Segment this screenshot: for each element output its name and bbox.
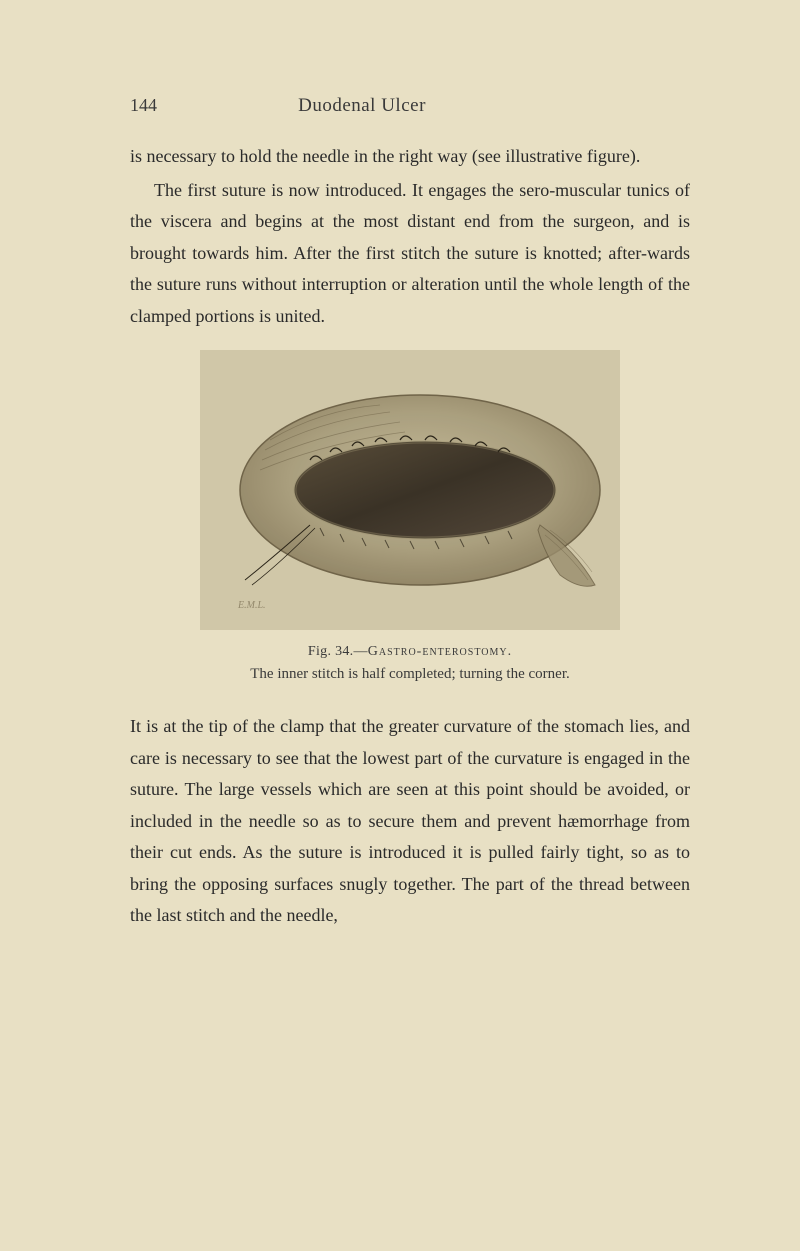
figure-container: E.M.L. Fig. 34.—Gastro-enterostomy. The … [200, 350, 620, 683]
figure-caption-prefix: Fig. 34.— [308, 644, 368, 659]
svg-text:E.M.L.: E.M.L. [237, 600, 266, 611]
figure-subcaption: The inner stitch is half completed; turn… [200, 666, 620, 683]
figure-caption-title: Gastro-enterostomy. [368, 644, 512, 659]
page-title: Duodenal Ulcer [298, 95, 426, 117]
gastro-enterostomy-svg: E.M.L. [200, 350, 620, 630]
paragraph-1: is necessary to hold the needle in the r… [130, 141, 690, 173]
page-number: 144 [130, 95, 157, 116]
page-header: 144 Duodenal Ulcer [130, 95, 690, 117]
figure-illustration: E.M.L. [200, 350, 620, 630]
figure-caption: Fig. 34.—Gastro-enterostomy. [200, 644, 620, 660]
paragraph-2: The first suture is now introduced. It e… [130, 175, 690, 333]
paragraph-3: It is at the tip of the clamp that the g… [130, 711, 690, 932]
